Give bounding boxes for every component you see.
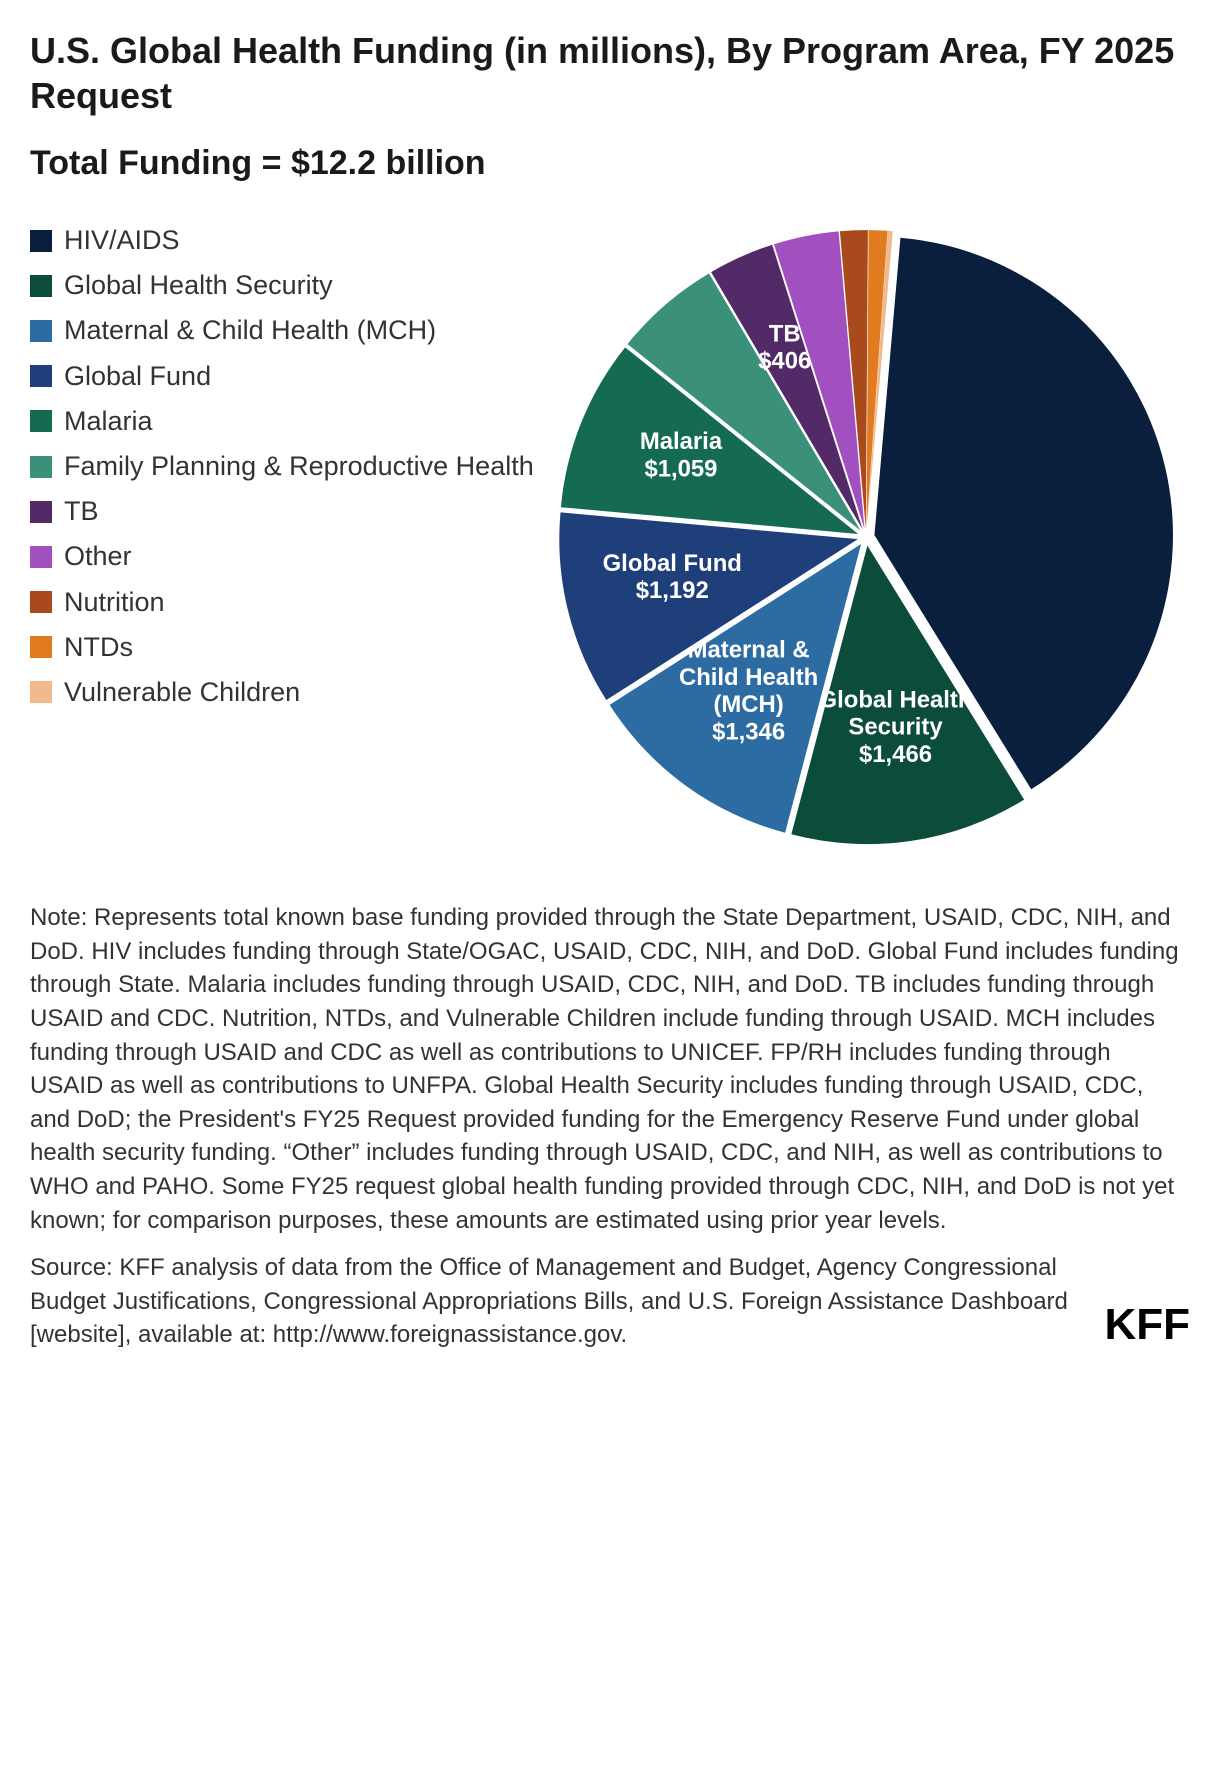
- legend-swatch: [30, 636, 52, 658]
- legend-swatch: [30, 230, 52, 252]
- chart-row: HIV/AIDSGlobal Health SecurityMaternal &…: [30, 213, 1190, 861]
- legend-item: Global Health Security: [30, 264, 534, 307]
- legend-swatch: [30, 591, 52, 613]
- legend-swatch: [30, 456, 52, 478]
- legend-item: HIV/AIDS: [30, 219, 534, 262]
- legend-label: HIV/AIDS: [64, 219, 180, 262]
- legend-swatch: [30, 410, 52, 432]
- page-title: U.S. Global Health Funding (in millions)…: [30, 28, 1190, 118]
- slice-label-malaria: Malaria$1,059: [640, 428, 723, 482]
- legend-swatch: [30, 501, 52, 523]
- legend-label: Family Planning & Reproductive Health: [64, 445, 534, 488]
- footer: Source: KFF analysis of data from the Of…: [30, 1251, 1190, 1352]
- legend-swatch: [30, 546, 52, 568]
- legend-label: Maternal & Child Health (MCH): [64, 309, 436, 352]
- legend-label: TB: [64, 490, 99, 533]
- pie-chart: Global HealthSecurity$1,466Maternal &Chi…: [542, 213, 1190, 861]
- legend-item: Other: [30, 535, 534, 578]
- legend-label: NTDs: [64, 626, 133, 669]
- legend-label: Global Fund: [64, 355, 211, 398]
- brand-logo: KFF: [1104, 1300, 1190, 1352]
- legend-item: Vulnerable Children: [30, 671, 534, 714]
- legend-label: Malaria: [64, 400, 153, 443]
- legend-swatch: [30, 275, 52, 297]
- legend-label: Vulnerable Children: [64, 671, 300, 714]
- legend: HIV/AIDSGlobal Health SecurityMaternal &…: [30, 213, 534, 716]
- note-text: Note: Represents total known base fundin…: [30, 901, 1190, 1237]
- legend-label: Other: [64, 535, 132, 578]
- legend-label: Global Health Security: [64, 264, 333, 307]
- legend-item: NTDs: [30, 626, 534, 669]
- legend-swatch: [30, 320, 52, 342]
- legend-item: Maternal & Child Health (MCH): [30, 309, 534, 352]
- legend-label: Nutrition: [64, 581, 165, 624]
- legend-item: Global Fund: [30, 355, 534, 398]
- legend-item: Family Planning & Reproductive Health: [30, 445, 534, 488]
- legend-item: Nutrition: [30, 581, 534, 624]
- legend-swatch: [30, 365, 52, 387]
- source-text: Source: KFF analysis of data from the Of…: [30, 1251, 1080, 1352]
- legend-item: Malaria: [30, 400, 534, 443]
- legend-item: TB: [30, 490, 534, 533]
- subtitle: Total Funding = $12.2 billion: [30, 144, 1190, 183]
- legend-swatch: [30, 681, 52, 703]
